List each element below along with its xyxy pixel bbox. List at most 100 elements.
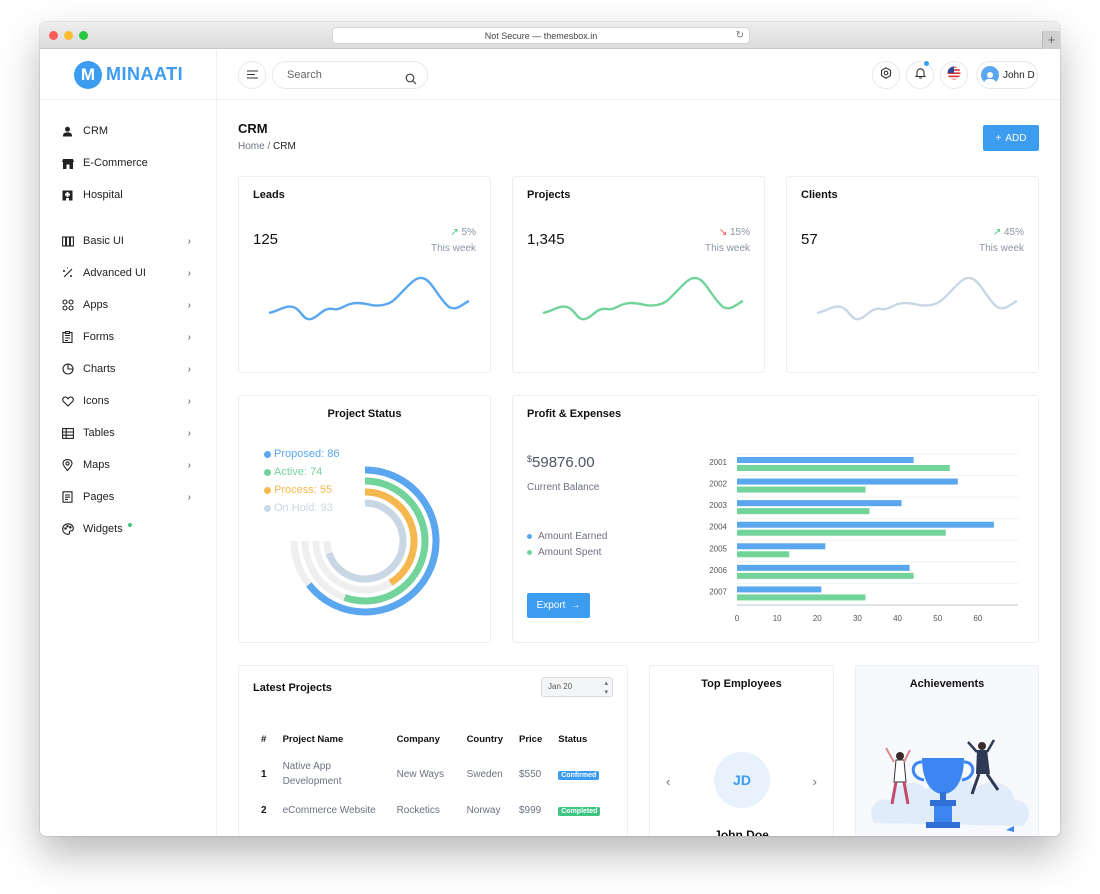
sidebar-item-label: E-Commerce	[83, 157, 148, 169]
bar	[737, 478, 958, 485]
x-tick-label: 0	[735, 614, 740, 623]
employee-name: John Doe	[714, 828, 769, 836]
brand[interactable]: M MINAATI	[40, 50, 216, 100]
bar	[737, 465, 950, 471]
chevron-right-icon: ›	[187, 395, 191, 407]
language-button[interactable]	[940, 61, 968, 89]
new-tab-button[interactable]: +	[1042, 31, 1060, 49]
sidebar-item-maps[interactable]: Maps ›	[40, 449, 216, 481]
stat-card-projects: Projects 1,345 ↘ 15% This week	[512, 176, 765, 373]
stat-value: 57	[801, 231, 818, 248]
sidebar-item-pages[interactable]: Pages ›	[40, 481, 216, 513]
card-title: Latest Projects	[253, 682, 332, 694]
legend-active: Active: 74	[264, 466, 322, 478]
breadcrumb-home[interactable]: Home	[238, 141, 265, 152]
column-header: Company	[396, 734, 440, 745]
table-row[interactable]: 2 eCommerce Website Rocketics Norway $99…	[253, 793, 608, 820]
bar	[737, 508, 870, 515]
sidebar-item-label: Icons	[83, 395, 110, 407]
current-balance: $59876.00	[527, 454, 595, 471]
previous-employee-button[interactable]: ‹	[666, 774, 671, 789]
browser-window: Not Secure — themesbox.in ↻ + M MINAATI …	[40, 22, 1060, 836]
search-icon[interactable]	[405, 69, 417, 95]
brand-name: MINAATI	[106, 64, 184, 84]
x-tick-label: 40	[893, 614, 902, 623]
address-bar[interactable]: Not Secure — themesbox.in ↻	[332, 27, 750, 44]
zoom-window-button[interactable]	[79, 31, 88, 40]
top-employees-card: Top Employees ‹ JD › John Doe	[649, 665, 834, 836]
bar	[737, 543, 826, 550]
legend-dot	[527, 534, 532, 539]
price: $550	[518, 768, 542, 780]
company: New Ways	[396, 768, 444, 780]
sidebar-item-label: Charts	[83, 363, 116, 375]
reload-icon[interactable]: ↻	[735, 30, 744, 41]
latest-projects-card: Latest Projects Jan 20 ▴ ▾ # Project Name…	[238, 665, 628, 836]
basic-ui-icon	[61, 235, 74, 248]
sidebar-item-label: Widgets	[83, 523, 123, 535]
y-tick-label: 2005	[709, 544, 727, 553]
brand-logo: M	[74, 60, 102, 89]
sidebar-item-advanced-ui[interactable]: Advanced UI ›	[40, 257, 216, 289]
sidebar-item-tables[interactable]: Tables ›	[40, 417, 216, 449]
legend-label: Active: 74	[274, 466, 323, 478]
sidebar: M MINAATI CRM E-Commerce Hospital	[40, 50, 217, 836]
settings-button[interactable]	[872, 61, 900, 89]
stat-period: This week	[978, 243, 1024, 254]
chevron-right-icon: ›	[187, 491, 191, 503]
window-controls	[49, 31, 88, 40]
trophy-illustration	[871, 739, 1029, 832]
month-select[interactable]: Jan 20 ▴ ▾	[541, 677, 613, 697]
radial-bar	[306, 466, 440, 616]
column-header: Price	[518, 734, 543, 745]
breadcrumb: Home / CRM	[238, 141, 296, 152]
add-button[interactable]: + ADD	[983, 125, 1039, 151]
legend-label: Proposed: 86	[274, 448, 340, 460]
page-title: CRM	[238, 121, 268, 136]
row-number: 1	[261, 768, 267, 780]
sidebar-item-apps[interactable]: Apps ›	[40, 289, 216, 321]
hamburger-icon	[246, 66, 258, 84]
price: $999	[518, 805, 542, 816]
legend-dot	[264, 450, 271, 458]
map-pin-icon	[61, 459, 74, 472]
status-badge: Completed	[558, 807, 601, 816]
chevron-right-icon: ›	[187, 299, 191, 311]
sidebar-item-charts[interactable]: Charts ›	[40, 353, 216, 385]
x-tick-label: 50	[933, 614, 942, 623]
sidebar-item-hospital[interactable]: Hospital	[40, 179, 216, 211]
charts-icon	[61, 363, 74, 376]
status-badge: Confirmed	[558, 770, 600, 780]
search-input[interactable]: Search	[272, 61, 428, 89]
menu-toggle-button[interactable]	[238, 61, 266, 89]
bar	[737, 564, 910, 571]
profit-expenses-bar-chart: 2001 2002 2003 2004 2005 2006 2007 0 10 20 30 40 50 6…	[709, 453, 1018, 623]
advanced-ui-icon	[61, 267, 74, 280]
project-name: eCommerce Website	[282, 805, 376, 816]
row-number: 2	[261, 805, 267, 816]
y-tick-label: 2002	[709, 480, 727, 489]
next-employee-button[interactable]: ›	[812, 774, 817, 789]
country: Sweden	[466, 768, 503, 780]
sidebar-item-basic-ui[interactable]: Basic UI ›	[40, 225, 216, 257]
sidebar-item-label: Maps	[83, 459, 110, 471]
add-button-label: ADD	[1005, 132, 1027, 144]
sidebar-item-crm[interactable]: CRM	[40, 115, 216, 147]
user-menu[interactable]: John D	[976, 61, 1038, 89]
column-header: Country	[466, 734, 503, 745]
achievements-card: Achievements	[855, 665, 1039, 836]
stat-value: 125	[253, 231, 279, 248]
export-button[interactable]: Export →	[527, 593, 590, 618]
sidebar-item-ecommerce[interactable]: E-Commerce	[40, 147, 216, 179]
export-label: Export	[536, 600, 566, 611]
sidebar-item-widgets[interactable]: Widgets	[40, 513, 216, 545]
sidebar-item-forms[interactable]: Forms ›	[40, 321, 216, 353]
legend-label: Amount Spent	[538, 547, 602, 558]
minimize-window-button[interactable]	[64, 31, 73, 40]
radial-bar	[343, 477, 429, 605]
sidebar-item-icons[interactable]: Icons ›	[40, 385, 216, 417]
sidebar-item-label: Basic UI	[83, 235, 124, 247]
table-row[interactable]: 1 Native App Development New Ways Sweden…	[253, 755, 608, 793]
notifications-button[interactable]	[906, 61, 934, 89]
close-window-button[interactable]	[49, 31, 58, 40]
